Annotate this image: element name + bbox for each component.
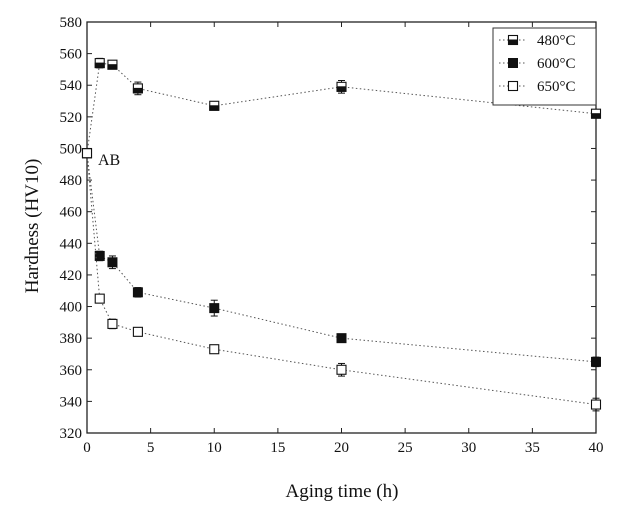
- legend-label: 650°C: [537, 79, 576, 95]
- data-point-fill: [132, 87, 143, 94]
- data-point: [591, 356, 601, 367]
- plot-area: 0 5 10 15 20 25 30 35 40 320 340 360 380 400 420 440 460…: [60, 15, 604, 456]
- data-point: [132, 326, 143, 337]
- data-point: [94, 250, 105, 261]
- x-tick-label: 10: [207, 440, 222, 456]
- y-tick-label: 420: [60, 268, 83, 284]
- y-tick-label: 320: [60, 426, 83, 442]
- legend-label: 600°C: [537, 56, 576, 72]
- y-tick-label: 480: [60, 173, 83, 189]
- data-point: [132, 287, 143, 298]
- x-tick-label: 5: [147, 440, 155, 456]
- legend: 480°C 600°C 650°C: [492, 27, 597, 106]
- y-tick-label: 400: [60, 300, 83, 316]
- y-tick-label: 340: [60, 394, 83, 410]
- y-tick-label: 500: [60, 141, 83, 157]
- annotation-ab: AB: [98, 152, 120, 169]
- data-point: [336, 364, 347, 375]
- x-axis-title: Aging time (h): [286, 481, 399, 502]
- data-point-fill: [591, 113, 601, 119]
- series-2: [81, 148, 602, 412]
- legend-marker: [508, 58, 518, 68]
- y-tick-label: 380: [60, 331, 83, 347]
- y-tick-label: 460: [60, 205, 83, 221]
- series-line: [86, 153, 597, 363]
- data-point: [107, 257, 118, 268]
- y-tick-label: 580: [60, 15, 83, 31]
- x-tick-label: 35: [525, 440, 540, 456]
- y-tick-label: 440: [60, 236, 83, 252]
- data-point-fill: [209, 105, 220, 111]
- data-point: [336, 333, 347, 344]
- data-point-fill: [336, 86, 347, 92]
- x-tick-label: 15: [270, 440, 285, 456]
- data-point: [209, 344, 220, 355]
- y-tick-label: 540: [60, 78, 83, 94]
- data-point-fill: [107, 64, 118, 70]
- x-tick-label: 20: [334, 440, 349, 456]
- x-tick-label: 30: [461, 440, 476, 456]
- data-point: [209, 303, 220, 314]
- y-axis-title: Hardness (HV10): [22, 159, 43, 294]
- x-tick-label: 25: [398, 440, 413, 456]
- data-point: [94, 293, 105, 304]
- data-point: [81, 148, 93, 159]
- data-point-fill: [94, 62, 105, 69]
- y-tick-label: 360: [60, 363, 83, 379]
- x-tick-label: 40: [589, 440, 604, 456]
- legend-label: 480°C: [537, 33, 576, 49]
- series-1: [82, 148, 601, 368]
- legend-marker-fill: [508, 39, 518, 45]
- data-point: [107, 318, 118, 329]
- legend-marker: [507, 80, 519, 92]
- x-tick-label: 0: [83, 440, 91, 456]
- data-point: [590, 399, 602, 410]
- y-tick-label: 560: [60, 47, 83, 63]
- y-tick-label: 520: [60, 110, 83, 126]
